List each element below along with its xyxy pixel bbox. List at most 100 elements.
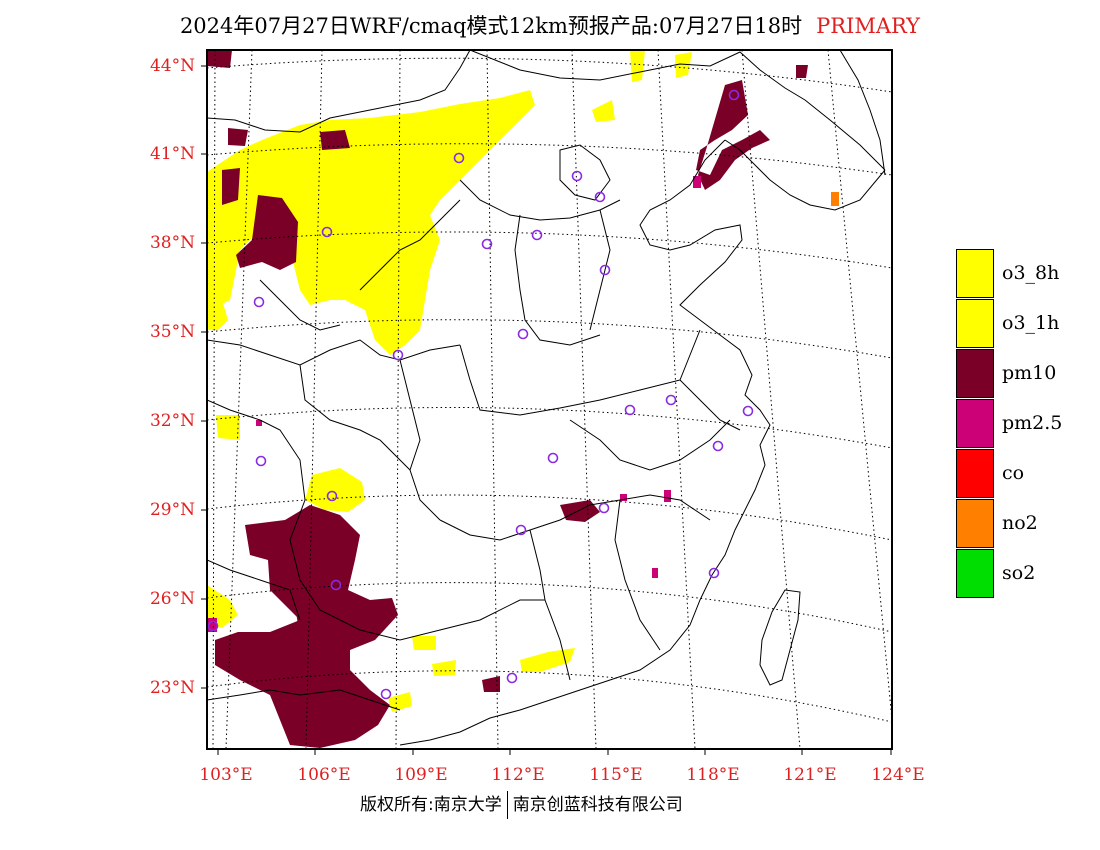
- pm10-region-north-top: [207, 50, 232, 68]
- lon-label-112e: 112°E: [491, 765, 545, 785]
- pm10-region-west-ningxia: [236, 195, 298, 270]
- station-marker: [481, 238, 493, 250]
- credit-nju: 版权所有:南京大学: [360, 795, 502, 815]
- pm10-region-liaoning: [696, 80, 770, 190]
- lon-label-118e: 118°E: [686, 765, 740, 785]
- lat-label-26n: 26°N: [149, 589, 195, 609]
- o3-region-hubei-w: [216, 415, 240, 440]
- legend-swatch: [956, 499, 994, 548]
- pm10-regions: [207, 50, 808, 748]
- legend-item-o3-1h: o3_1h: [956, 299, 1086, 349]
- prov-19: [679, 379, 741, 431]
- lat-label-44n: 44°N: [149, 56, 195, 76]
- station-marker: [392, 349, 404, 361]
- tick-marks: [201, 65, 892, 755]
- station-marker: [515, 524, 527, 536]
- o3-region-sw-edge: [207, 585, 238, 628]
- no2-patches: [831, 192, 839, 206]
- station-marker: [728, 89, 740, 101]
- lat-label-38n: 38°N: [149, 233, 195, 253]
- station-marker: [742, 405, 754, 417]
- station-marker: [255, 455, 267, 467]
- prov-9: [289, 499, 545, 641]
- bohai-coast: [399, 139, 771, 746]
- legend-label: pm2.5: [1002, 412, 1063, 434]
- prov-10: [207, 559, 301, 621]
- prov-13: [514, 214, 601, 346]
- station-marker: [547, 452, 559, 464]
- pm25-patch: [664, 490, 671, 502]
- ne-coast: [724, 139, 886, 211]
- pm10-region-jilin: [796, 65, 808, 78]
- lat-label-41n: 41°N: [149, 144, 195, 164]
- credit-separator: [506, 791, 508, 819]
- legend-swatch: [956, 449, 994, 498]
- lat-label-32n: 32°N: [149, 411, 195, 431]
- station-marker: [599, 264, 611, 276]
- pm10-region-nw-edge: [222, 168, 240, 205]
- legend-label: pm10: [1002, 362, 1057, 384]
- legend-swatch: [956, 299, 994, 348]
- o3-region-guangdong: [520, 648, 575, 672]
- o3-region-sichuan: [305, 468, 365, 512]
- station-marker: [207, 620, 219, 632]
- pm25-patch: [652, 568, 658, 578]
- station-marker: [708, 567, 720, 579]
- lat-label-23n: 23°N: [149, 678, 195, 698]
- taiwan: [759, 589, 801, 686]
- o3-region-yunnan-s: [388, 692, 412, 712]
- station-marker: [624, 404, 636, 416]
- pm25-patches: [207, 176, 701, 632]
- pollutant-legend: o3_8h o3_1h pm10 pm2.5 co no2 so2: [956, 249, 1086, 599]
- legend-swatch: [956, 399, 994, 448]
- pm10-region-nw-top: [228, 128, 248, 146]
- station-marker: [321, 226, 333, 238]
- prov-16: [259, 279, 341, 331]
- title-primary-tag: PRIMARY: [816, 14, 921, 38]
- prov-11: [207, 689, 401, 711]
- title-main: 2024年07月27日WRF/cmaq模式12km预报产品:07月27日18时: [179, 14, 803, 38]
- pm25-patch: [620, 494, 627, 501]
- o3-region-north: [207, 90, 535, 355]
- legend-item-no2: no2: [956, 499, 1086, 549]
- station-markers: [207, 89, 754, 700]
- station-marker: [571, 170, 583, 182]
- map-frame: [206, 49, 893, 750]
- prov-8: [614, 499, 661, 651]
- o3-region-ne-2: [675, 52, 692, 78]
- lon-label-124e: 124°E: [871, 765, 925, 785]
- legend-item-pm25: pm2.5: [956, 399, 1086, 449]
- station-marker: [453, 152, 465, 164]
- map-title: 2024年07月27日WRF/cmaq模式12km预报产品:07月27日18时 P…: [0, 10, 1100, 40]
- legend-item-pm10: pm10: [956, 349, 1086, 399]
- legend-swatch: [956, 549, 994, 598]
- station-marker: [380, 688, 392, 700]
- station-marker: [253, 296, 265, 308]
- lon-label-109e: 109°E: [394, 765, 448, 785]
- legend-label: co: [1002, 462, 1025, 484]
- lat-label-35n: 35°N: [149, 322, 195, 342]
- o3-region-south-small: [412, 636, 436, 650]
- inner-mongolia-line: [469, 50, 886, 171]
- lon-label-106e: 106°E: [297, 765, 351, 785]
- pm25-patch: [207, 618, 217, 632]
- o3-region-northeast: [630, 50, 645, 82]
- station-marker: [326, 490, 338, 502]
- prov-4: [299, 364, 411, 471]
- no2-patch: [831, 192, 839, 206]
- pm25-patch: [693, 176, 701, 188]
- pm10-region-jiangxi: [560, 500, 600, 522]
- korea-coast: [839, 50, 886, 176]
- station-marker: [506, 672, 518, 684]
- station-marker: [517, 328, 529, 340]
- station-marker: [665, 394, 677, 406]
- prov-1: [207, 339, 461, 366]
- station-marker: [594, 191, 606, 203]
- prov-2: [459, 329, 701, 416]
- legend-label: o3_1h: [1002, 312, 1060, 334]
- legend-label: so2: [1002, 562, 1036, 584]
- prov-5: [207, 399, 306, 501]
- legend-item-o3-8h: o3_8h: [956, 249, 1086, 299]
- prov-18: [569, 419, 731, 471]
- o3-region-west-strip: [207, 290, 228, 330]
